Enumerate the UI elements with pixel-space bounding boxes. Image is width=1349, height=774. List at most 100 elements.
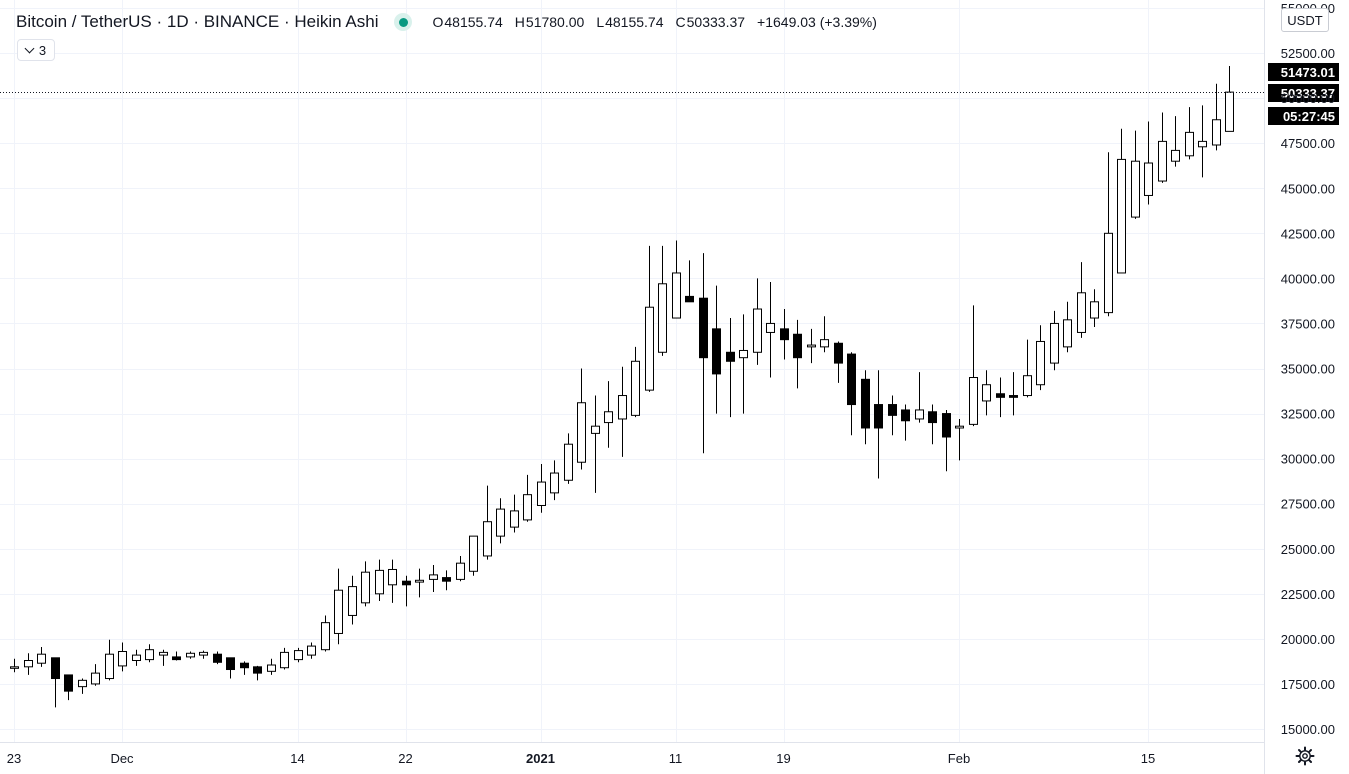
candle bbox=[888, 395, 897, 436]
candle bbox=[91, 664, 100, 686]
price-tick-label: 37500.00 bbox=[1281, 316, 1335, 331]
candle-body-down bbox=[685, 295, 694, 303]
candle-body-up bbox=[307, 645, 316, 656]
candle-body-up bbox=[334, 589, 343, 634]
candle bbox=[861, 370, 870, 445]
last-price-badge-bg bbox=[1268, 84, 1339, 102]
price-tick-label: 42500.00 bbox=[1281, 226, 1335, 241]
price-tick-label: 30000.00 bbox=[1281, 452, 1335, 467]
candle bbox=[442, 570, 451, 591]
candle bbox=[24, 653, 33, 675]
candle-body-up bbox=[375, 569, 384, 595]
candle bbox=[483, 485, 492, 560]
gear-icon[interactable] bbox=[1295, 746, 1315, 766]
price-tick-label: 35000.00 bbox=[1281, 362, 1335, 377]
candle bbox=[429, 564, 438, 593]
candle bbox=[145, 644, 154, 663]
candle-body-up bbox=[294, 650, 303, 661]
low-label: L bbox=[596, 14, 605, 30]
candle-body-up bbox=[267, 664, 276, 672]
candle-body-up bbox=[145, 649, 154, 661]
candle bbox=[1225, 66, 1234, 132]
candle bbox=[132, 649, 141, 666]
close-value: 50333.37 bbox=[686, 14, 746, 30]
candle bbox=[415, 568, 424, 598]
candle-body-down bbox=[942, 413, 951, 438]
candle bbox=[618, 366, 627, 457]
close-label: C bbox=[675, 14, 686, 30]
price-tick-label: 47500.00 bbox=[1281, 136, 1335, 151]
price-tick-label: 22500.00 bbox=[1281, 587, 1335, 602]
candle bbox=[1063, 301, 1072, 353]
candle bbox=[645, 245, 654, 392]
price-tick-label: 45000.00 bbox=[1281, 181, 1335, 196]
candle bbox=[10, 658, 19, 673]
candle-body-up bbox=[1158, 140, 1167, 182]
candle-body-up bbox=[1185, 131, 1194, 157]
ohlc-values: O48155.74 H51780.00 L48155.74 C50333.37 … bbox=[432, 14, 876, 30]
candle bbox=[793, 319, 802, 389]
high-label: H bbox=[514, 14, 525, 30]
open-value: 48155.74 bbox=[444, 14, 503, 30]
candle bbox=[348, 575, 357, 625]
candle-body-down bbox=[847, 353, 856, 406]
open-label: O bbox=[432, 14, 444, 30]
symbol-title[interactable]: Bitcoin / TetherUS · 1D · BINANCE · Heik… bbox=[16, 12, 379, 31]
symbol-legend: Bitcoin / TetherUS · 1D · BINANCE · Heik… bbox=[16, 11, 877, 33]
candle-body-up bbox=[361, 571, 370, 604]
change-value: +1649.03 (+3.39%) bbox=[757, 14, 877, 30]
candle-body-down bbox=[64, 674, 73, 692]
candle-body-down bbox=[996, 393, 1005, 398]
candle-body-up bbox=[915, 409, 924, 420]
candle-body-up bbox=[37, 653, 46, 664]
candle-body-up bbox=[186, 652, 195, 658]
candle bbox=[537, 464, 546, 513]
candle-body-up bbox=[321, 622, 330, 651]
time-tick-label: 11 bbox=[669, 751, 683, 766]
candle-body-up bbox=[550, 472, 559, 494]
candle bbox=[37, 646, 46, 667]
candle-body-down bbox=[834, 342, 843, 364]
time-tick-label: Dec bbox=[110, 751, 134, 766]
candle bbox=[847, 352, 856, 436]
high-price-badge-text: 51473.01 bbox=[1281, 65, 1335, 80]
high-price-badge: 51473.01 bbox=[1268, 63, 1339, 81]
last-price-badge: 50333.37 bbox=[1268, 84, 1339, 102]
candle bbox=[699, 253, 708, 454]
candle bbox=[402, 575, 411, 607]
candle bbox=[982, 370, 991, 416]
candle-body-up bbox=[969, 377, 978, 425]
candle bbox=[375, 559, 384, 602]
indicators-collapse-button[interactable]: 3 bbox=[17, 39, 55, 61]
candle bbox=[780, 309, 789, 360]
time-tick-label: 23 bbox=[7, 751, 21, 766]
candle-body-up bbox=[982, 384, 991, 402]
candle bbox=[955, 418, 964, 461]
currency-button[interactable]: USDT bbox=[1281, 8, 1329, 32]
candle-body-up bbox=[577, 402, 586, 463]
candle bbox=[1185, 107, 1194, 160]
candle bbox=[51, 657, 60, 708]
candle bbox=[604, 381, 613, 448]
candle bbox=[496, 498, 505, 544]
candle-body-down bbox=[888, 404, 897, 416]
candle bbox=[739, 314, 748, 414]
time-tick-label: 14 bbox=[290, 751, 304, 766]
indicators-count: 3 bbox=[38, 42, 47, 58]
candle-body-up bbox=[10, 666, 19, 669]
price-tick-label: 20000.00 bbox=[1281, 632, 1335, 647]
candle bbox=[834, 341, 843, 383]
candle bbox=[1050, 310, 1059, 371]
candle-body-up bbox=[496, 508, 505, 537]
candle bbox=[1212, 83, 1221, 151]
candle-body-down bbox=[213, 653, 222, 663]
candle bbox=[577, 368, 586, 470]
candle bbox=[307, 642, 316, 659]
price-overlays: 51473.01 50333.37 05:27:45 bbox=[0, 63, 1339, 125]
candle bbox=[240, 661, 249, 675]
candle bbox=[267, 658, 276, 675]
candle bbox=[199, 650, 208, 659]
last-price-badge-text: 50333.37 bbox=[1281, 86, 1335, 101]
